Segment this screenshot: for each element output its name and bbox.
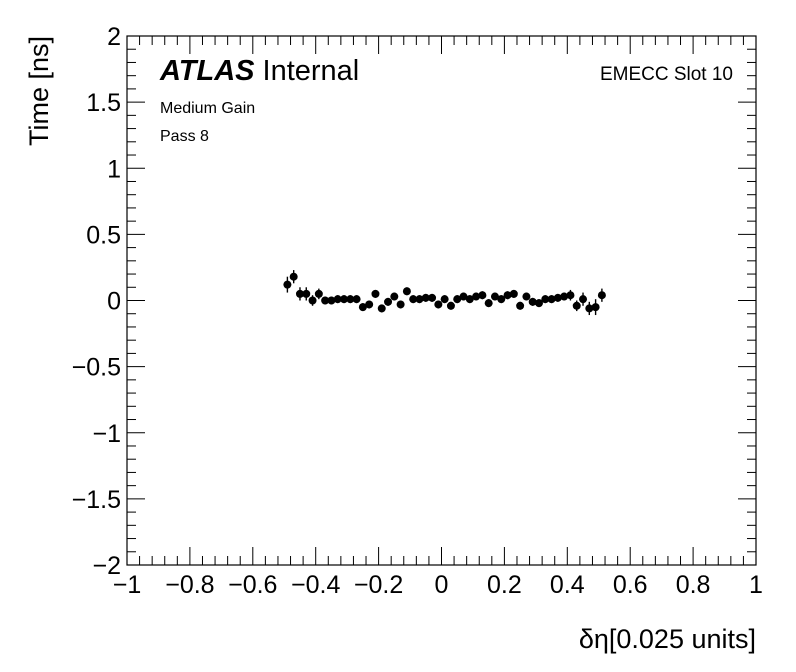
y-tick-label: −0.5 [72,354,121,382]
atlas-label: ATLAS Internal [159,55,359,87]
data-point [566,291,575,300]
data-point [402,287,411,296]
data-point [484,299,493,308]
data-point [289,272,298,281]
x-tick-label: −0.2 [354,571,403,599]
data-points [283,270,606,316]
data-point [547,295,556,304]
data-point [396,300,405,309]
y-tick-label: −2 [92,552,121,580]
axis-ticks [126,35,757,566]
x-axis-title: δη[0.025 units] [579,624,756,654]
data-point [314,289,323,298]
data-point [352,295,361,304]
data-point [434,300,443,309]
data-point [597,291,606,300]
data-point [308,296,317,305]
x-tick-label: −0.4 [291,571,340,599]
x-tick-label: −0.6 [228,571,277,599]
data-point [465,295,474,304]
data-point [415,295,424,304]
data-point [572,301,581,310]
data-point [295,289,304,298]
data-point [459,292,468,301]
data-point [327,296,336,305]
x-tick-label: 0 [435,571,449,599]
data-point [390,292,399,301]
data-point [346,295,355,304]
data-point [440,295,449,304]
gain-label: Medium Gain [160,100,255,117]
data-point [371,289,380,298]
data-point [522,292,531,301]
data-point [579,295,588,304]
data-point [585,304,594,313]
y-axis-title: Time [ns] [24,36,54,146]
atlas-status-text: Internal [263,55,360,87]
data-point [528,297,537,306]
pass-label: Pass 8 [160,128,209,145]
y-tick-label: 0.5 [86,221,121,249]
data-point [516,301,525,310]
atlas-bold-text: ATLAS [159,55,255,87]
data-point [478,291,487,300]
y-tick-labels: −2 −1.5 −1 −0.5 0 0.5 1 1.5 2 [72,23,121,580]
data-point [446,301,455,310]
data-point [283,280,292,289]
x-tick-label: 0.6 [613,571,648,599]
y-tick-label: −1.5 [72,486,121,514]
data-point [453,295,462,304]
x-tick-labels: −1 −0.8 −0.6 −0.4 −0.2 0 0.2 0.4 0.6 0.8 1 [113,571,763,599]
data-point [428,293,437,302]
data-point [490,292,499,301]
x-tick-label: −0.8 [165,571,214,599]
data-point [503,291,512,300]
y-tick-label: 1.5 [86,89,121,117]
data-point [340,295,349,304]
data-point [358,303,367,312]
data-point [321,296,330,305]
y-tick-label: 0 [107,288,121,316]
data-point [472,292,481,301]
x-tick-label: 1 [749,571,763,599]
data-point [509,289,518,298]
data-point [302,289,311,298]
data-point [384,297,393,306]
data-point [333,295,342,304]
y-tick-label: −1 [92,420,121,448]
data-point [591,303,600,312]
x-tick-label: 0.8 [676,571,711,599]
slot-label: EMECC Slot 10 [600,64,733,85]
x-tick-label: 0.4 [550,571,585,599]
data-point [560,292,569,301]
x-tick-label: −1 [113,571,142,599]
data-point [409,295,418,304]
y-tick-label: 1 [107,155,121,183]
y-tick-label: 2 [107,23,121,51]
x-tick-label: 0.2 [487,571,522,599]
data-point [497,295,506,304]
data-point [421,293,430,302]
data-point [534,299,543,308]
data-point [365,300,374,309]
data-point [553,293,562,302]
data-point [377,304,386,313]
data-point [541,295,550,304]
